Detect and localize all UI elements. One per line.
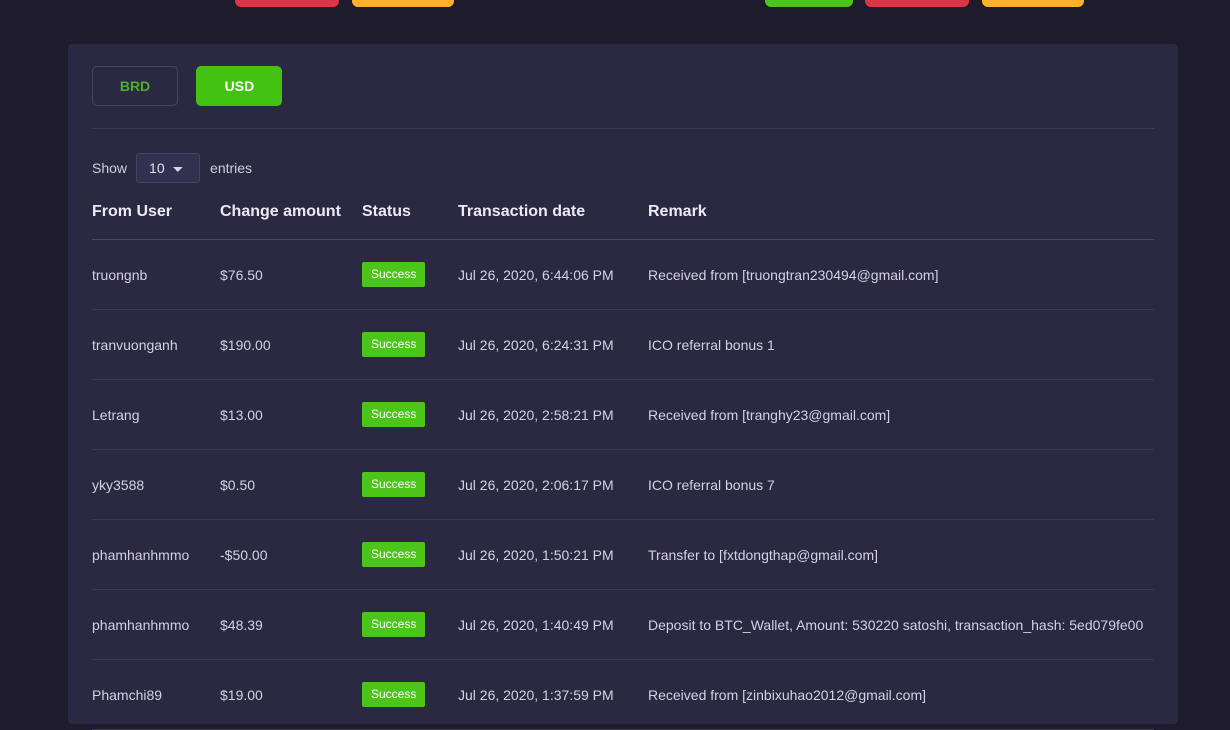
table-row[interactable]: yky3588 $0.50 Success Jul 26, 2020, 2:06…: [92, 449, 1154, 520]
top-actions-left-group: WITHDRAW TRANSFER: [235, 0, 462, 7]
status-badge: Success: [362, 402, 426, 427]
cell-remark: ICO referral bonus 1: [648, 309, 1154, 380]
cell-from-user: yky3588: [92, 449, 220, 520]
cell-remark: Transfer to [fxtdongthap@gmail.com]: [648, 519, 1154, 590]
cell-remark: Received from [zinbixuhao2012@gmail.com]: [648, 659, 1154, 730]
column-header-remark[interactable]: Remark: [648, 199, 1154, 240]
cell-transaction-date: Jul 26, 2020, 6:24:31 PM: [458, 309, 648, 380]
table-row[interactable]: truongnb $76.50 Success Jul 26, 2020, 6:…: [92, 239, 1154, 310]
table-row[interactable]: phamhanhmmo $48.39 Success Jul 26, 2020,…: [92, 589, 1154, 660]
cell-transaction-date: Jul 26, 2020, 1:50:21 PM: [458, 519, 648, 590]
cell-transaction-date: Jul 26, 2020, 2:58:21 PM: [458, 379, 648, 450]
entries-label: entries: [210, 160, 253, 176]
entries-per-page-select[interactable]: 10: [136, 153, 201, 183]
cell-status: Success: [362, 659, 458, 730]
transactions-card: BRD USD Show 10 entries From User Change…: [68, 44, 1178, 730]
currency-tab-group: BRD USD: [68, 44, 1178, 128]
status-badge: Success: [362, 332, 426, 357]
cell-transaction-date: Jul 26, 2020, 1:40:49 PM: [458, 589, 648, 660]
status-badge: Success: [362, 542, 426, 567]
table-length-control: Show 10 entries: [68, 129, 1178, 187]
column-header-from-user[interactable]: From User: [92, 199, 220, 240]
cell-remark: Received from [truongtran230494@gmail.co…: [648, 239, 1154, 310]
cell-transaction-date: Jul 26, 2020, 2:06:17 PM: [458, 449, 648, 520]
table-row[interactable]: phamhanhmmo -$50.00 Success Jul 26, 2020…: [92, 519, 1154, 590]
cell-status: Success: [362, 379, 458, 450]
table-row[interactable]: Letrang $13.00 Success Jul 26, 2020, 2:5…: [92, 379, 1154, 450]
status-badge: Success: [362, 682, 426, 707]
cell-remark: Deposit to BTC_Wallet, Amount: 530220 sa…: [648, 589, 1154, 660]
transfer-button-right[interactable]: TRANSFER: [981, 0, 1084, 7]
cell-status: Success: [362, 449, 458, 520]
withdraw-button-left[interactable]: WITHDRAW: [235, 0, 340, 7]
column-header-transaction-date[interactable]: Transaction date: [458, 199, 648, 240]
status-badge: Success: [362, 612, 426, 637]
cell-remark: ICO referral bonus 7: [648, 449, 1154, 520]
cell-from-user: tranvuonganh: [92, 309, 220, 380]
currency-tab-usd[interactable]: USD: [196, 66, 283, 106]
status-badge: Success: [362, 262, 426, 287]
column-header-change-amount[interactable]: Change amount: [220, 199, 362, 240]
cell-transaction-date: Jul 26, 2020, 6:44:06 PM: [458, 239, 648, 310]
cell-from-user: truongnb: [92, 239, 220, 310]
top-actions-right-group: DEPOSIT WITHDRAW TRANSFER: [765, 0, 1092, 7]
table-header-row: From User Change amount Status Transacti…: [92, 199, 1154, 240]
cell-status: Success: [362, 309, 458, 380]
cell-change-amount: $190.00: [220, 309, 362, 380]
table-body: truongnb $76.50 Success Jul 26, 2020, 6:…: [92, 239, 1154, 730]
withdraw-button-right[interactable]: WITHDRAW: [865, 0, 970, 7]
transactions-table: From User Change amount Status Transacti…: [92, 199, 1154, 730]
show-label: Show: [92, 160, 128, 176]
cell-status: Success: [362, 589, 458, 660]
cell-from-user: Letrang: [92, 379, 220, 450]
cell-change-amount: $48.39: [220, 589, 362, 660]
cell-transaction-date: Jul 26, 2020, 1:37:59 PM: [458, 659, 648, 730]
cell-from-user: Phamchi89: [92, 659, 220, 730]
deposit-button-right[interactable]: DEPOSIT: [765, 0, 853, 7]
table-row[interactable]: Phamchi89 $19.00 Success Jul 26, 2020, 1…: [92, 659, 1154, 730]
currency-tab-brd[interactable]: BRD: [92, 66, 178, 106]
cell-change-amount: -$50.00: [220, 519, 362, 590]
transfer-button-left[interactable]: TRANSFER: [351, 0, 454, 7]
cell-remark: Received from [tranghy23@gmail.com]: [648, 379, 1154, 450]
cell-change-amount: $13.00: [220, 379, 362, 450]
cell-from-user: phamhanhmmo: [92, 519, 220, 590]
table-row[interactable]: tranvuonganh $190.00 Success Jul 26, 202…: [92, 309, 1154, 380]
card-divider: [92, 128, 1154, 129]
column-header-status[interactable]: Status: [362, 199, 458, 240]
cell-change-amount: $76.50: [220, 239, 362, 310]
cell-from-user: phamhanhmmo: [92, 589, 220, 660]
cell-status: Success: [362, 239, 458, 310]
cell-change-amount: $19.00: [220, 659, 362, 730]
cell-status: Success: [362, 519, 458, 590]
status-badge: Success: [362, 472, 426, 497]
cell-change-amount: $0.50: [220, 449, 362, 520]
